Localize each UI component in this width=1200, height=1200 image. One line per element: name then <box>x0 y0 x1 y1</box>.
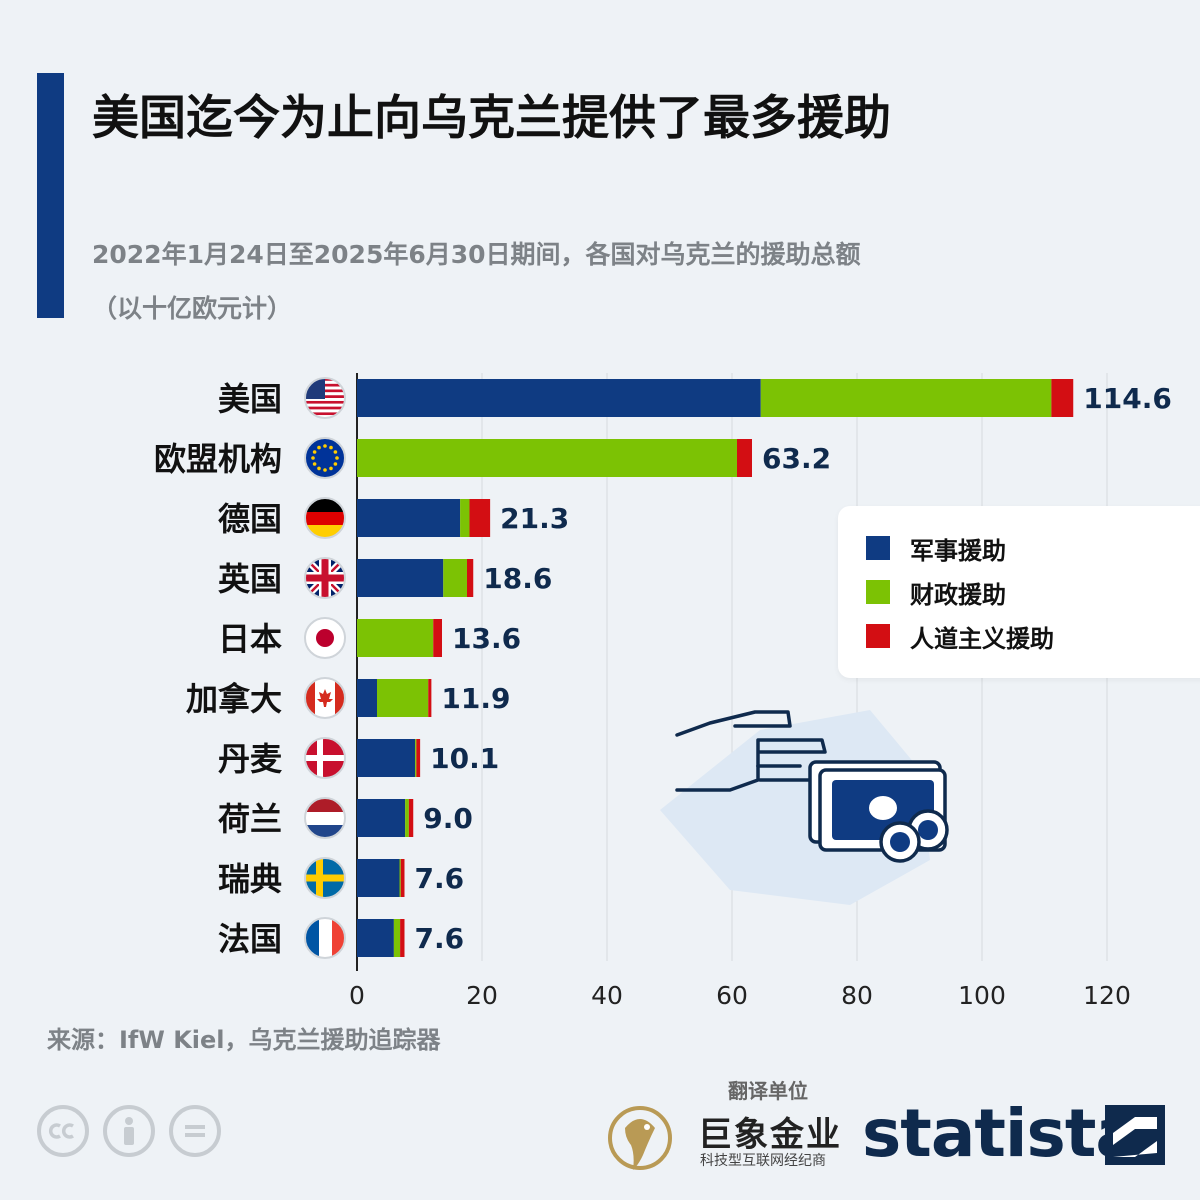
total-value-label: 13.6 <box>452 622 521 655</box>
bar-segment-humanitarian <box>467 559 474 597</box>
total-value-label: 7.6 <box>415 922 465 955</box>
total-value-label: 9.0 <box>423 802 473 835</box>
translator-tagline: 科技型互联网经纪商 <box>700 1153 826 1169</box>
x-tick-label: 120 <box>1083 981 1131 1005</box>
bar-segment-humanitarian <box>400 919 405 957</box>
coins-icon <box>879 809 949 863</box>
category-label: 加拿大 <box>186 680 282 718</box>
bar-chart: 0 20 40 60 80 100 120 美国 114.6 欧盟机构 63.2 德国 21.3 英国 18… <box>154 373 1172 1005</box>
legend-label-financial: 财政援助 <box>910 580 1006 609</box>
flag-dk-icon <box>304 737 346 779</box>
no-derivatives-icon <box>169 1105 221 1157</box>
bar-segment-financial <box>460 499 470 537</box>
total-value-label: 7.6 <box>415 862 465 895</box>
translator-logo-icon <box>608 1106 672 1170</box>
x-tick-label: 80 <box>841 981 873 1005</box>
legend-label-military: 军事援助 <box>910 536 1006 565</box>
total-value-label: 10.1 <box>430 742 499 775</box>
category-label: 德国 <box>218 500 282 538</box>
flag-se-icon <box>304 857 346 899</box>
money-hand-illustration <box>660 710 949 905</box>
flag-fr-icon <box>304 917 346 959</box>
bar-segment-military <box>357 499 461 537</box>
total-value-label: 21.3 <box>500 502 569 535</box>
bar-segment-financial <box>760 379 1052 417</box>
legend-item-humanitarian: 人道主义援助 <box>866 621 1054 653</box>
bar-segment-military <box>357 559 444 597</box>
category-label: 瑞典 <box>218 860 282 898</box>
unit-note: （以十亿欧元计） <box>92 294 293 323</box>
legend-label-humanitarian: 人道主义援助 <box>910 624 1054 653</box>
total-value-label: 114.6 <box>1083 382 1172 415</box>
flag-us-icon <box>304 377 346 419</box>
statista-logo-icon <box>1105 1105 1165 1165</box>
bar-segment-humanitarian <box>1051 379 1074 417</box>
bar-segment-financial <box>399 859 401 897</box>
x-tick-label: 20 <box>466 981 498 1005</box>
bar-segment-humanitarian <box>737 439 752 477</box>
hand-icon <box>675 710 827 792</box>
attribution-icon <box>103 1105 155 1157</box>
bar-segment-financial <box>415 739 417 777</box>
bar-segment-financial <box>377 679 429 717</box>
category-label: 英国 <box>218 560 282 598</box>
category-label: 日本 <box>218 620 282 658</box>
flag-nl-icon <box>304 797 346 839</box>
bar-segment-humanitarian <box>408 799 414 837</box>
bar-segment-military <box>357 739 416 777</box>
source-note: 来源：IfW Kiel，乌克兰援助追踪器 <box>47 1026 441 1054</box>
legend-item-military: 军事援助 <box>866 533 1006 565</box>
chart-subtitle: 2022年1月24日至2025年6月30日期间，各国对乌克兰的援助总额 <box>92 240 861 269</box>
translator-name: 巨象金业 <box>698 1115 842 1155</box>
flag-eu-icon <box>304 437 346 479</box>
total-value-label: 63.2 <box>762 442 831 475</box>
illustration-background-shape <box>660 710 930 905</box>
category-label: 法国 <box>218 920 282 958</box>
bar-segment-military <box>357 859 400 897</box>
x-tick-label: 40 <box>591 981 623 1005</box>
license-icons <box>37 1105 221 1157</box>
legend-item-financial: 财政援助 <box>866 577 1006 609</box>
flag-gb-icon <box>304 557 346 599</box>
bar-segment-financial <box>357 619 434 657</box>
flag-jp-icon <box>304 617 346 659</box>
total-value-label: 18.6 <box>483 562 552 595</box>
category-label: 美国 <box>218 380 282 418</box>
bar-segment-military <box>357 799 406 837</box>
bar-segment-military <box>357 919 394 957</box>
chart-title: 美国迄今为止向乌克兰提供了最多援助 <box>92 91 891 146</box>
x-tick-label: 100 <box>958 981 1006 1005</box>
chart-legend: 军事援助 财政援助 人道主义援助 <box>838 506 1200 678</box>
category-label: 荷兰 <box>218 800 282 838</box>
legend-swatch-humanitarian <box>866 624 890 648</box>
bar-segment-military <box>357 379 761 417</box>
bar-segment-financial <box>405 799 409 837</box>
bar-segment-humanitarian <box>400 859 405 897</box>
category-label: 丹麦 <box>218 740 283 778</box>
brand-wordmark: statista <box>862 1095 1140 1172</box>
bar-segment-humanitarian <box>428 679 432 717</box>
bar-segment-humanitarian <box>469 499 491 537</box>
bar-segment-humanitarian <box>416 739 421 777</box>
cc-icon <box>37 1105 89 1157</box>
bar-segment-financial <box>443 559 467 597</box>
x-tick-label: 0 <box>349 981 365 1005</box>
translator-label: 翻译单位 <box>728 1079 808 1103</box>
flag-ca-icon <box>304 677 346 719</box>
bar-segment-humanitarian <box>433 619 442 657</box>
category-label: 欧盟机构 <box>154 440 282 478</box>
legend-swatch-military <box>866 536 890 560</box>
total-value-label: 11.9 <box>441 682 510 715</box>
flag-de-icon <box>304 497 346 539</box>
bar-segment-financial <box>393 919 401 957</box>
bar-segment-military <box>357 679 377 717</box>
legend-swatch-financial <box>866 580 890 604</box>
title-accent-bar <box>37 73 64 318</box>
bar-segment-financial <box>357 439 737 477</box>
x-tick-label: 60 <box>716 981 748 1005</box>
